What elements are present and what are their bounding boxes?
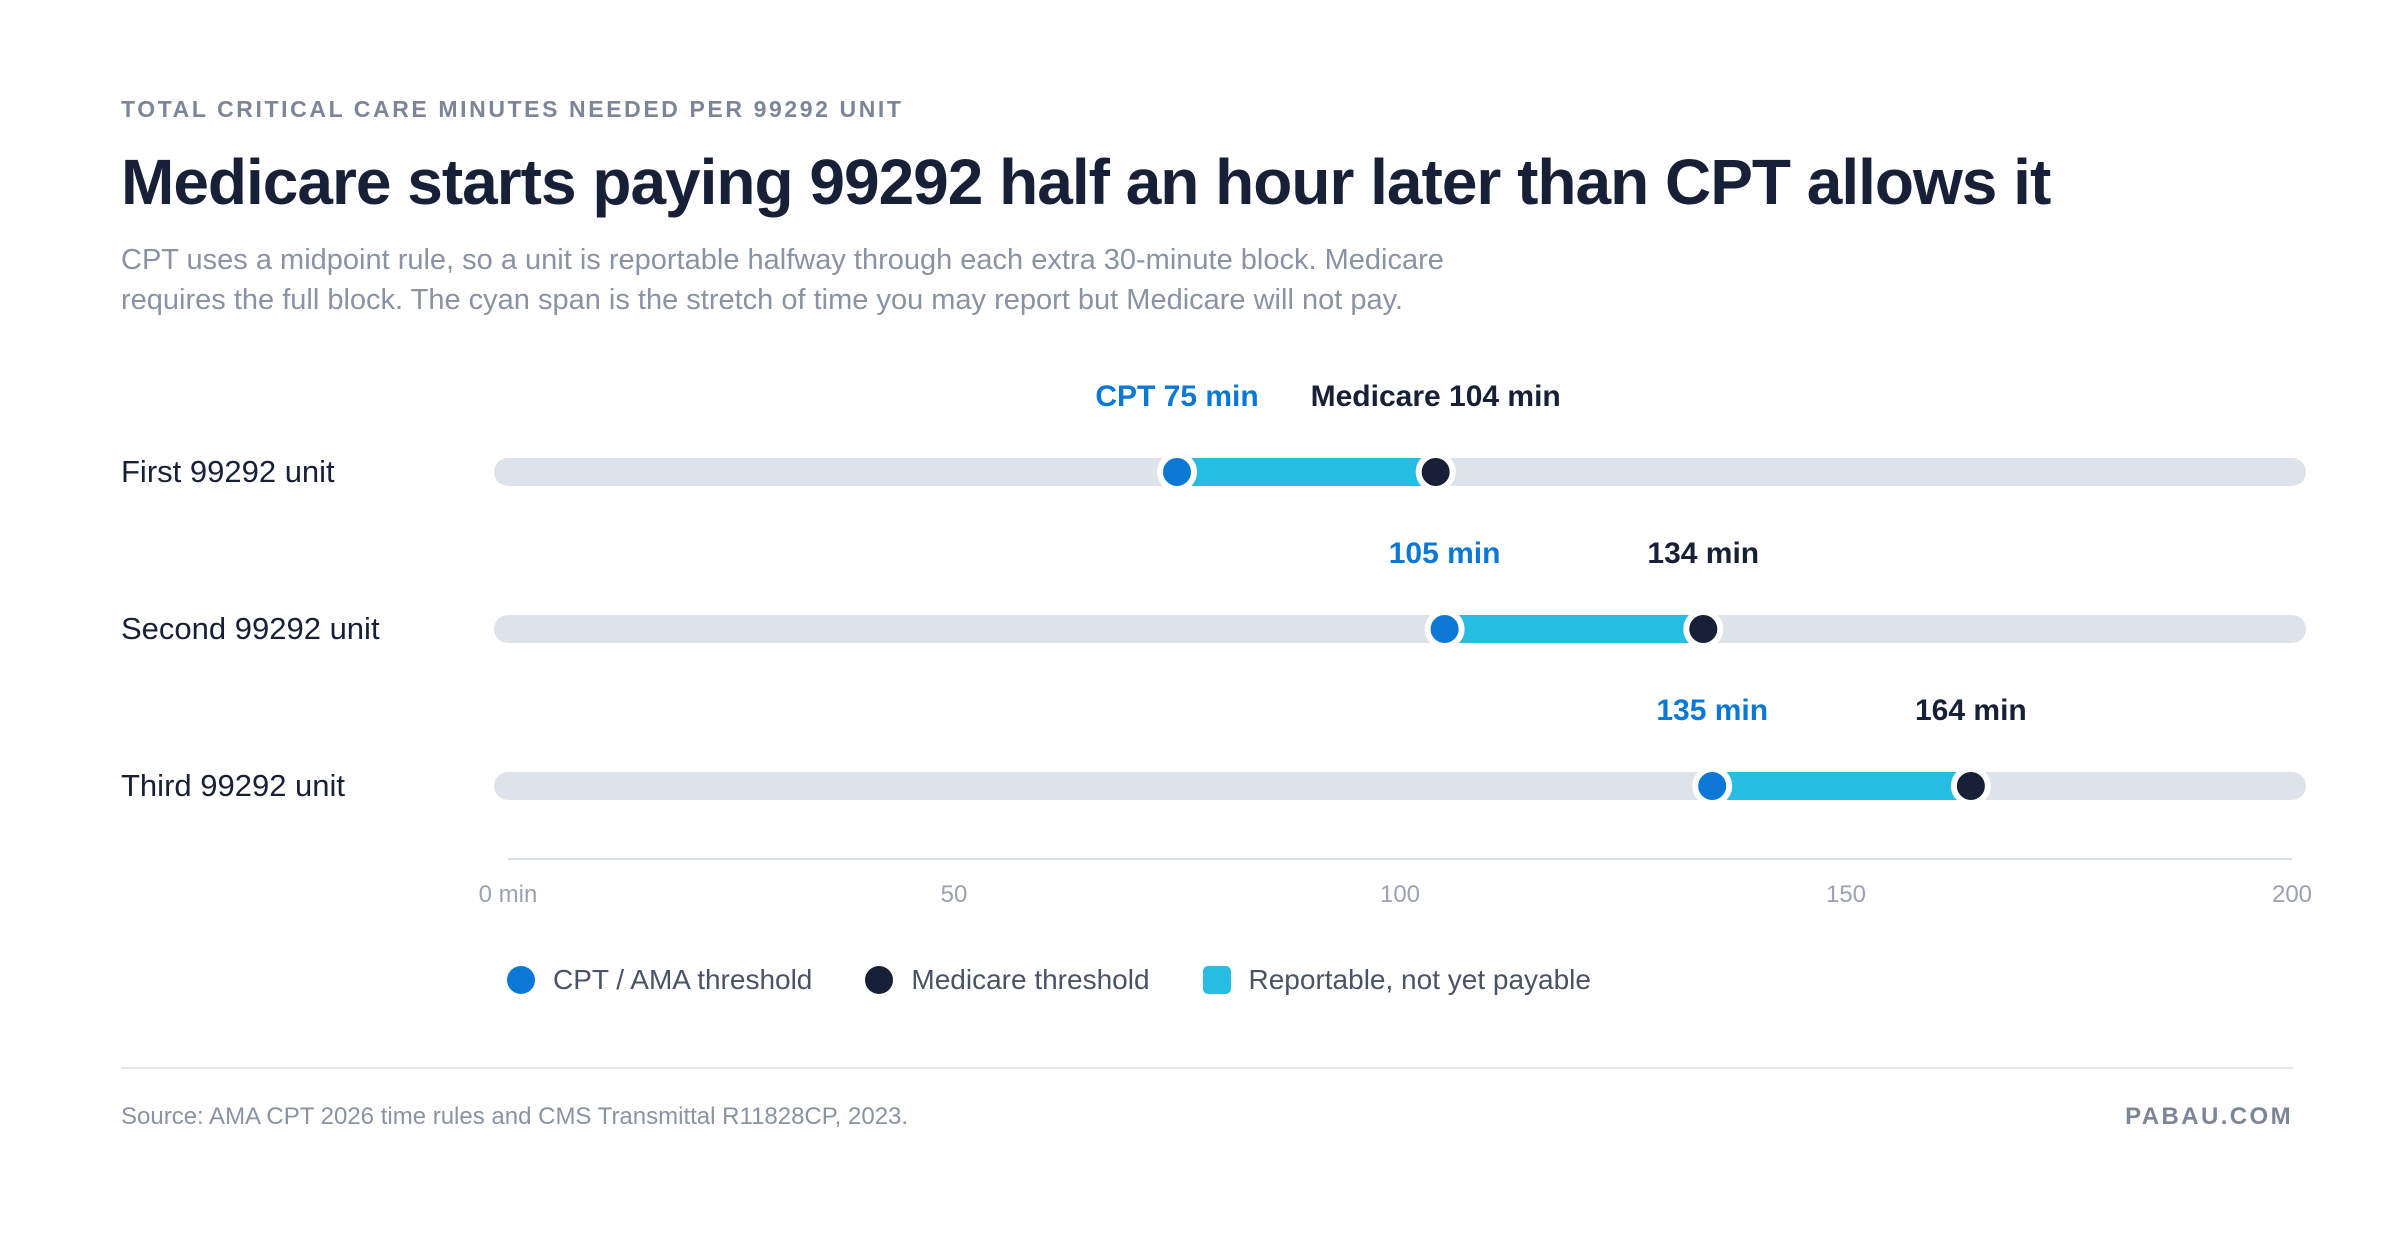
row-label: Second 99292 unit (121, 611, 380, 646)
chart-legend: CPT / AMA threshold Medicare threshold R… (507, 964, 1644, 996)
chart-title: Medicare starts paying 99292 half an hou… (121, 146, 2051, 218)
source-note: Source: AMA CPT 2026 time rules and CMS … (121, 1103, 909, 1130)
medicare-value-label: 164 min (1915, 694, 2027, 727)
medicare-value-label: 134 min (1647, 537, 1759, 570)
legend-label-medicare: Medicare threshold (911, 964, 1150, 995)
dumbbell-chart: First 99292 unit CPT 75 min Medicare 104 m… (121, 380, 2312, 908)
legend-item-medicare: Medicare threshold (865, 964, 1150, 996)
legend-swatch-cpt (507, 966, 535, 994)
x-tick-label: 50 (941, 881, 968, 908)
brand-mark: PABAU.COM (2125, 1103, 2293, 1130)
chart-subtitle: CPT uses a midpoint rule, so a unit is r… (121, 244, 1444, 316)
x-tick-label: 200 (2272, 881, 2312, 908)
legend-item-span: Reportable, not yet payable (1202, 964, 1591, 996)
medicare-value-label: Medicare 104 min (1311, 380, 1561, 413)
cpt-threshold-dot (1692, 766, 1733, 806)
medicare-threshold-dot (1683, 609, 1724, 649)
legend-item-cpt: CPT / AMA threshold (507, 964, 812, 996)
medicare-threshold-dot (1415, 452, 1456, 492)
cpt-threshold-dot (1424, 609, 1465, 649)
footer-divider (121, 1067, 2293, 1069)
legend-label-cpt: CPT / AMA threshold (553, 964, 813, 995)
chart-eyebrow: TOTAL CRITICAL CARE MINUTES NEEDED PER 9… (121, 96, 904, 122)
x-tick-label: 100 (1380, 881, 1420, 908)
cpt-value-label: 105 min (1389, 537, 1501, 570)
cpt-value-label: CPT 75 min (1095, 380, 1258, 413)
cpt-value-label: 135 min (1656, 694, 1768, 727)
row-label: Third 99292 unit (121, 768, 345, 803)
legend-swatch-medicare (865, 966, 894, 994)
cpt-threshold-dot (1157, 452, 1197, 492)
x-tick-label: 150 (1826, 881, 1866, 908)
legend-label-span: Reportable, not yet payable (1248, 964, 1591, 995)
row-label: First 99292 unit (121, 454, 335, 489)
medicare-threshold-dot (1950, 766, 1991, 806)
x-tick-label: 0 min (479, 881, 538, 908)
legend-swatch-span (1202, 966, 1231, 994)
